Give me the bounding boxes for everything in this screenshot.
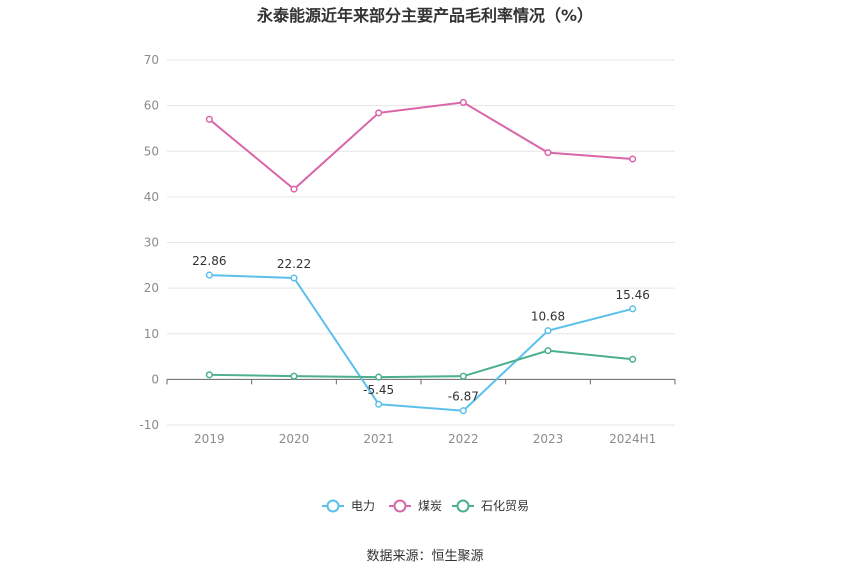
series-1 [205, 98, 637, 193]
data-label: 10.68 [531, 310, 565, 324]
data-point [629, 355, 637, 363]
legend-item[interactable]: 煤炭 [389, 499, 442, 513]
legend-label: 煤炭 [418, 499, 442, 513]
y-tick-label: 50 [144, 144, 159, 158]
data-point [629, 155, 637, 163]
data-point [290, 185, 298, 193]
data-label: 22.22 [277, 257, 311, 271]
legend-item[interactable]: 石化贸易 [452, 499, 529, 513]
data-point [375, 400, 383, 408]
data-label: 22.86 [192, 254, 226, 268]
y-tick-label: 30 [144, 236, 159, 250]
data-point [544, 149, 552, 157]
y-axis: -10 0 10 20 30 40 50 60 70 [139, 53, 159, 432]
series-line [209, 274, 633, 412]
legend-marker [456, 499, 470, 513]
source-note: 数据来源：恒生聚源 [366, 549, 483, 564]
data-point [459, 372, 467, 380]
data-point [544, 347, 552, 355]
y-tick-label: 20 [144, 281, 159, 295]
data-point [375, 373, 383, 381]
data-point [459, 407, 467, 415]
data-point [629, 305, 637, 313]
legend-marker [326, 499, 340, 513]
data-point [205, 371, 213, 379]
data-label: -5.45 [363, 383, 394, 397]
data-point [205, 115, 213, 123]
x-tick-label: 2020 [279, 432, 310, 446]
legend-label: 石化贸易 [481, 499, 529, 513]
x-tick-label: 2024H1 [609, 432, 656, 446]
data-point [290, 372, 298, 380]
data-point [544, 327, 552, 335]
x-tick-label: 2021 [363, 432, 394, 446]
series-line [209, 349, 633, 379]
data-point [459, 98, 467, 106]
y-tick-label: 10 [144, 327, 159, 341]
legend-label: 电力 [351, 499, 375, 513]
data-label: -6.87 [448, 390, 479, 404]
x-tick-label: 2019 [194, 432, 225, 446]
x-axis: 2019 2020 2021 2022 2023 2024H1 [166, 379, 676, 446]
legend-marker [393, 499, 407, 513]
x-tick-label: 2022 [448, 432, 479, 446]
legend[interactable]: 电力 煤炭 石化贸易 [322, 499, 529, 513]
y-tick-label: -10 [139, 418, 159, 432]
y-tick-label: 60 [144, 99, 159, 113]
series-line [208, 101, 633, 191]
series-group [205, 98, 637, 415]
data-point [375, 109, 383, 117]
chart-title: 永泰能源近年来部分主要产品毛利率情况（%） [256, 6, 593, 25]
data-labels: 22.86 22.22 -5.45 -6.87 10.68 15.46 [192, 254, 650, 404]
series-2 [205, 347, 637, 381]
data-point [205, 271, 213, 279]
x-tick-label: 2023 [533, 432, 564, 446]
y-tick-label: 40 [144, 190, 159, 204]
legend-item[interactable]: 电力 [322, 499, 375, 513]
y-tick-label: 0 [151, 372, 159, 386]
data-point [290, 274, 298, 282]
y-tick-label: 70 [144, 53, 159, 67]
data-label: 15.46 [615, 288, 649, 302]
series-0 [205, 271, 637, 415]
grid [167, 59, 675, 426]
